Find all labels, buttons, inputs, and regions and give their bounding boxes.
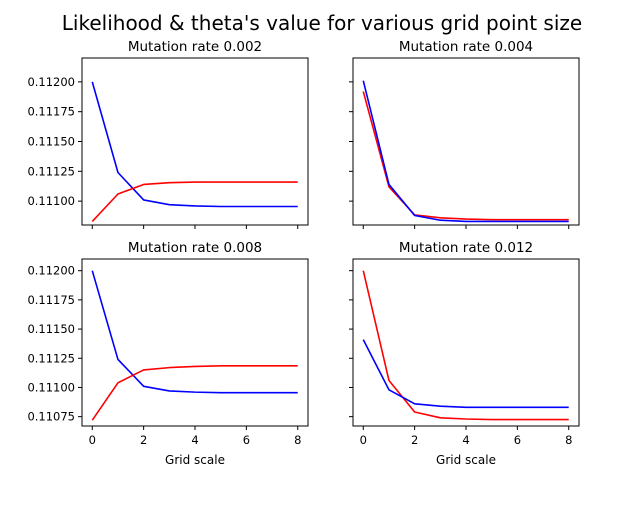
series-line-2 bbox=[362, 339, 569, 409]
x-tick-label: 0 bbox=[360, 433, 367, 447]
subplot-title: Mutation rate 0.002 bbox=[128, 39, 262, 55]
x-axis-label: Grid scale bbox=[436, 453, 496, 467]
x-axis-label: Grid scale bbox=[165, 453, 225, 467]
x-tick-label: 0 bbox=[89, 433, 96, 447]
x-tick-label: 8 bbox=[294, 433, 301, 447]
subplot-3: Mutation rate 0.008 0 2 4 6 8 0.11075 0.11100 0.… bbox=[27, 240, 309, 467]
y-tick-label: 0.11175 bbox=[27, 105, 75, 119]
x-tick-label: 2 bbox=[411, 433, 418, 447]
axes-frame bbox=[81, 57, 309, 226]
x-tick-label: 2 bbox=[140, 433, 147, 447]
x-tick-label: 6 bbox=[514, 433, 521, 447]
series-line-1 bbox=[362, 270, 569, 421]
figure-title: Likelihood & theta's value for various g… bbox=[62, 11, 582, 35]
axes-frame bbox=[352, 258, 580, 427]
x-tick-label: 8 bbox=[565, 433, 572, 447]
y-tick-label: 0.11200 bbox=[27, 264, 75, 278]
y-tick-label: 0.11150 bbox=[27, 322, 75, 336]
y-tick-label: 0.11150 bbox=[27, 135, 75, 149]
axes-frame bbox=[81, 258, 309, 427]
y-tick-label: 0.11200 bbox=[27, 75, 75, 89]
subplot-1: Mutation rate 0.002 0.11100 0.11125 0.11150… bbox=[27, 39, 309, 229]
x-tick-label: 6 bbox=[243, 433, 250, 447]
subplot-4: Mutation rate 0.012 0 2 4 6 8 Grid scale bbox=[349, 240, 580, 467]
y-tick-label: 0.11125 bbox=[27, 351, 75, 365]
series-line-2 bbox=[91, 181, 298, 222]
subplot-title: Mutation rate 0.004 bbox=[399, 39, 533, 55]
subplot-grid: Mutation rate 0.002 0.11100 0.11125 0.11150… bbox=[27, 39, 580, 467]
x-tick-label: 4 bbox=[462, 433, 469, 447]
y-tick-label: 0.11100 bbox=[27, 380, 75, 394]
y-tick-label: 0.11100 bbox=[27, 194, 75, 208]
y-tick-label: 0.11125 bbox=[27, 164, 75, 178]
subplot-2: Mutation rate 0.004 bbox=[349, 39, 580, 229]
y-tick-label: 0.11175 bbox=[27, 293, 75, 307]
series-line-1 bbox=[91, 270, 298, 394]
series-line-1 bbox=[91, 81, 298, 208]
y-tick-label: 0.11075 bbox=[27, 410, 75, 424]
subplot-title: Mutation rate 0.012 bbox=[399, 240, 533, 256]
series-line-1 bbox=[362, 91, 569, 221]
series-line-2 bbox=[362, 80, 569, 223]
subplot-title: Mutation rate 0.008 bbox=[128, 240, 262, 256]
axes-frame bbox=[352, 57, 580, 226]
series-line-2 bbox=[91, 365, 298, 421]
x-tick-label: 4 bbox=[191, 433, 198, 447]
